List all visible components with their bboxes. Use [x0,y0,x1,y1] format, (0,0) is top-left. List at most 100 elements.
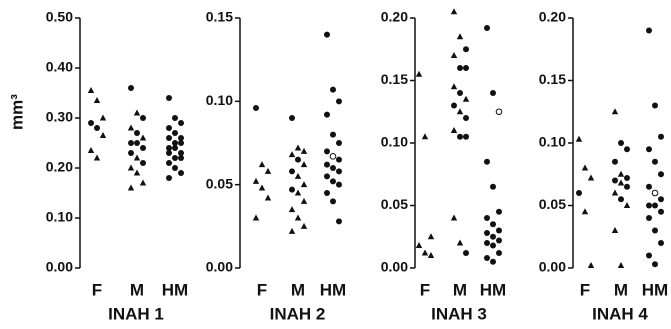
point [646,183,652,190]
point [658,171,664,178]
point [587,174,595,181]
point [324,173,330,180]
point [289,186,295,193]
x-tick-label: M [291,280,305,299]
point [463,250,469,256]
point [300,147,308,154]
point [324,190,330,196]
point [575,135,583,142]
point [94,125,100,131]
point [450,8,458,15]
point [178,135,184,141]
point [93,154,101,161]
point [140,115,146,121]
point [496,208,502,215]
point [133,154,141,161]
point [617,179,625,186]
point [295,156,301,163]
point [330,198,336,205]
point [166,175,172,181]
y-tick-label: 0.50 [46,9,73,25]
chart-title: INAH 4 [592,304,648,323]
chart-title: INAH 2 [270,304,326,323]
point [127,124,135,131]
point [646,27,652,34]
point [490,90,496,96]
y-tick-label: 0.00 [381,259,408,275]
point [624,146,630,153]
point [166,125,172,131]
point [252,177,260,184]
point [166,95,172,101]
point [618,196,624,203]
point [624,183,630,190]
point [336,218,342,225]
point [99,114,107,121]
point [172,165,178,171]
point [415,242,423,248]
y-tick-label: 0.30 [46,109,73,125]
point [456,239,464,246]
point [581,164,589,171]
point [427,252,435,258]
point [421,133,429,140]
x-tick-label: HM [162,280,188,299]
point [450,52,458,58]
point [496,227,502,234]
point [450,83,458,90]
point [658,196,664,203]
point [329,153,337,160]
point [166,135,172,141]
point [646,252,652,259]
point [252,214,260,221]
point [288,151,296,158]
point [264,194,272,201]
y-tick-label: 0.10 [381,134,408,150]
point [127,184,135,191]
point [646,215,652,221]
x-tick-label: F [580,280,590,299]
point [623,202,631,208]
chart-title: INAH 1 [108,304,164,323]
point [484,255,490,261]
point [496,250,502,256]
point [336,156,342,163]
point [576,190,582,196]
point [427,233,435,240]
point [646,202,652,209]
point [99,132,107,138]
point [611,108,619,115]
point [178,150,184,156]
point [617,170,625,177]
point [336,98,342,105]
y-tick-label: 0.00 [539,259,566,275]
y-tick-label: 0.15 [539,71,566,87]
point [463,133,469,140]
point [415,70,423,77]
point [294,172,302,179]
point [484,25,490,31]
point [139,179,147,186]
y-tick-label: 0.15 [206,9,233,25]
point [463,115,469,121]
point [93,97,101,103]
point [611,189,619,196]
point [300,197,308,204]
point [490,183,496,190]
point [336,181,342,188]
point [651,189,659,197]
point [652,202,658,209]
point [484,158,490,165]
point [166,145,172,151]
x-tick-label: M [614,280,628,299]
point [178,140,184,146]
y-tick-label: 0.05 [381,196,408,212]
x-tick-label: F [257,280,267,299]
point [646,146,652,153]
y-tick-label: 0.00 [206,259,233,275]
y-axis-label: mm³ [7,94,26,130]
x-tick-label: HM [320,280,346,299]
point [451,102,457,109]
point [324,111,330,118]
point [87,147,95,153]
